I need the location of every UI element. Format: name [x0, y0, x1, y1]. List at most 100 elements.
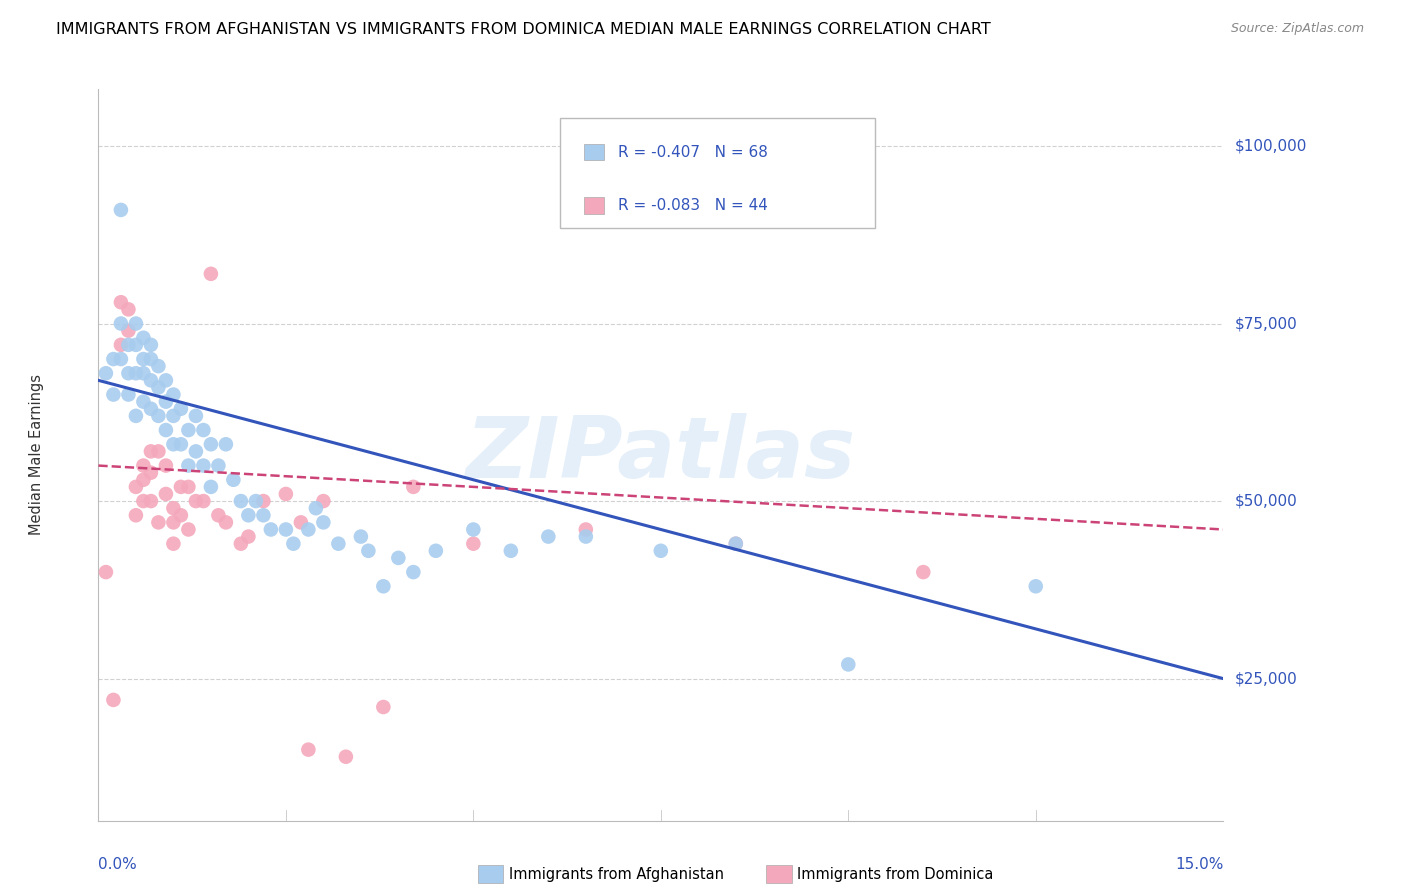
Point — [117, 366, 139, 380]
Point — [193, 494, 215, 508]
Point — [177, 523, 200, 537]
Point — [238, 508, 260, 523]
Point — [312, 494, 335, 508]
Point — [537, 530, 560, 544]
Point — [724, 537, 747, 551]
Point — [245, 494, 267, 508]
Text: $25,000: $25,000 — [1234, 671, 1298, 686]
Point — [200, 480, 222, 494]
Point — [94, 565, 117, 579]
Text: $75,000: $75,000 — [1234, 316, 1298, 331]
Point — [132, 458, 155, 473]
Point — [177, 480, 200, 494]
Point — [148, 380, 170, 394]
Point — [274, 487, 297, 501]
Point — [170, 437, 193, 451]
Point — [162, 516, 184, 530]
Point — [139, 466, 162, 480]
Text: Median Male Earnings: Median Male Earnings — [30, 375, 44, 535]
Text: $50,000: $50,000 — [1234, 493, 1298, 508]
Point — [283, 537, 305, 551]
Point — [312, 516, 335, 530]
Point — [117, 302, 139, 317]
Text: 15.0%: 15.0% — [1175, 857, 1223, 872]
Point — [837, 657, 859, 672]
Point — [207, 458, 229, 473]
Point — [117, 338, 139, 352]
Point — [193, 458, 215, 473]
Point — [177, 423, 200, 437]
Text: 0.0%: 0.0% — [98, 857, 138, 872]
Point — [139, 401, 162, 416]
Point — [463, 537, 485, 551]
Point — [132, 331, 155, 345]
Point — [103, 352, 125, 367]
Point — [148, 409, 170, 423]
Point — [125, 508, 148, 523]
Point — [117, 387, 139, 401]
Point — [184, 409, 207, 423]
Point — [912, 565, 935, 579]
Point — [463, 523, 485, 537]
Point — [125, 317, 148, 331]
Point — [125, 480, 148, 494]
Point — [155, 458, 177, 473]
Point — [94, 366, 117, 380]
Point — [200, 437, 222, 451]
Point — [132, 352, 155, 367]
Point — [274, 523, 297, 537]
Point — [290, 516, 312, 530]
Point — [724, 537, 747, 551]
Point — [184, 444, 207, 458]
Point — [170, 401, 193, 416]
Point — [155, 373, 177, 387]
Point — [373, 700, 395, 714]
Point — [132, 394, 155, 409]
Point — [110, 202, 132, 217]
Point — [162, 501, 184, 516]
Point — [170, 508, 193, 523]
Text: $100,000: $100,000 — [1234, 138, 1306, 153]
Point — [125, 409, 148, 423]
FancyBboxPatch shape — [560, 119, 875, 228]
Point — [328, 537, 350, 551]
Point — [162, 537, 184, 551]
Point — [229, 537, 252, 551]
Point — [1025, 579, 1047, 593]
Point — [148, 359, 170, 373]
Point — [207, 508, 229, 523]
Point — [373, 579, 395, 593]
Point — [139, 444, 162, 458]
Point — [222, 473, 245, 487]
Point — [215, 516, 238, 530]
Point — [297, 523, 319, 537]
Point — [499, 543, 522, 558]
Point — [155, 394, 177, 409]
Point — [335, 749, 357, 764]
Text: R = -0.083   N = 44: R = -0.083 N = 44 — [617, 198, 768, 213]
Point — [305, 501, 328, 516]
Point — [297, 742, 319, 756]
Text: ZIPatlas: ZIPatlas — [465, 413, 856, 497]
Point — [229, 494, 252, 508]
Point — [110, 352, 132, 367]
Point — [117, 324, 139, 338]
Point — [252, 508, 274, 523]
Point — [260, 523, 283, 537]
Text: R = -0.407   N = 68: R = -0.407 N = 68 — [617, 145, 768, 160]
Point — [125, 366, 148, 380]
Point — [575, 530, 598, 544]
Point — [162, 437, 184, 451]
Point — [184, 494, 207, 508]
Point — [139, 338, 162, 352]
Point — [139, 373, 162, 387]
Point — [170, 480, 193, 494]
Point — [148, 444, 170, 458]
Point — [139, 352, 162, 367]
Point — [148, 516, 170, 530]
Text: Source: ZipAtlas.com: Source: ZipAtlas.com — [1230, 22, 1364, 36]
Point — [215, 437, 238, 451]
Point — [387, 550, 409, 565]
Point — [125, 338, 148, 352]
Point — [252, 494, 274, 508]
